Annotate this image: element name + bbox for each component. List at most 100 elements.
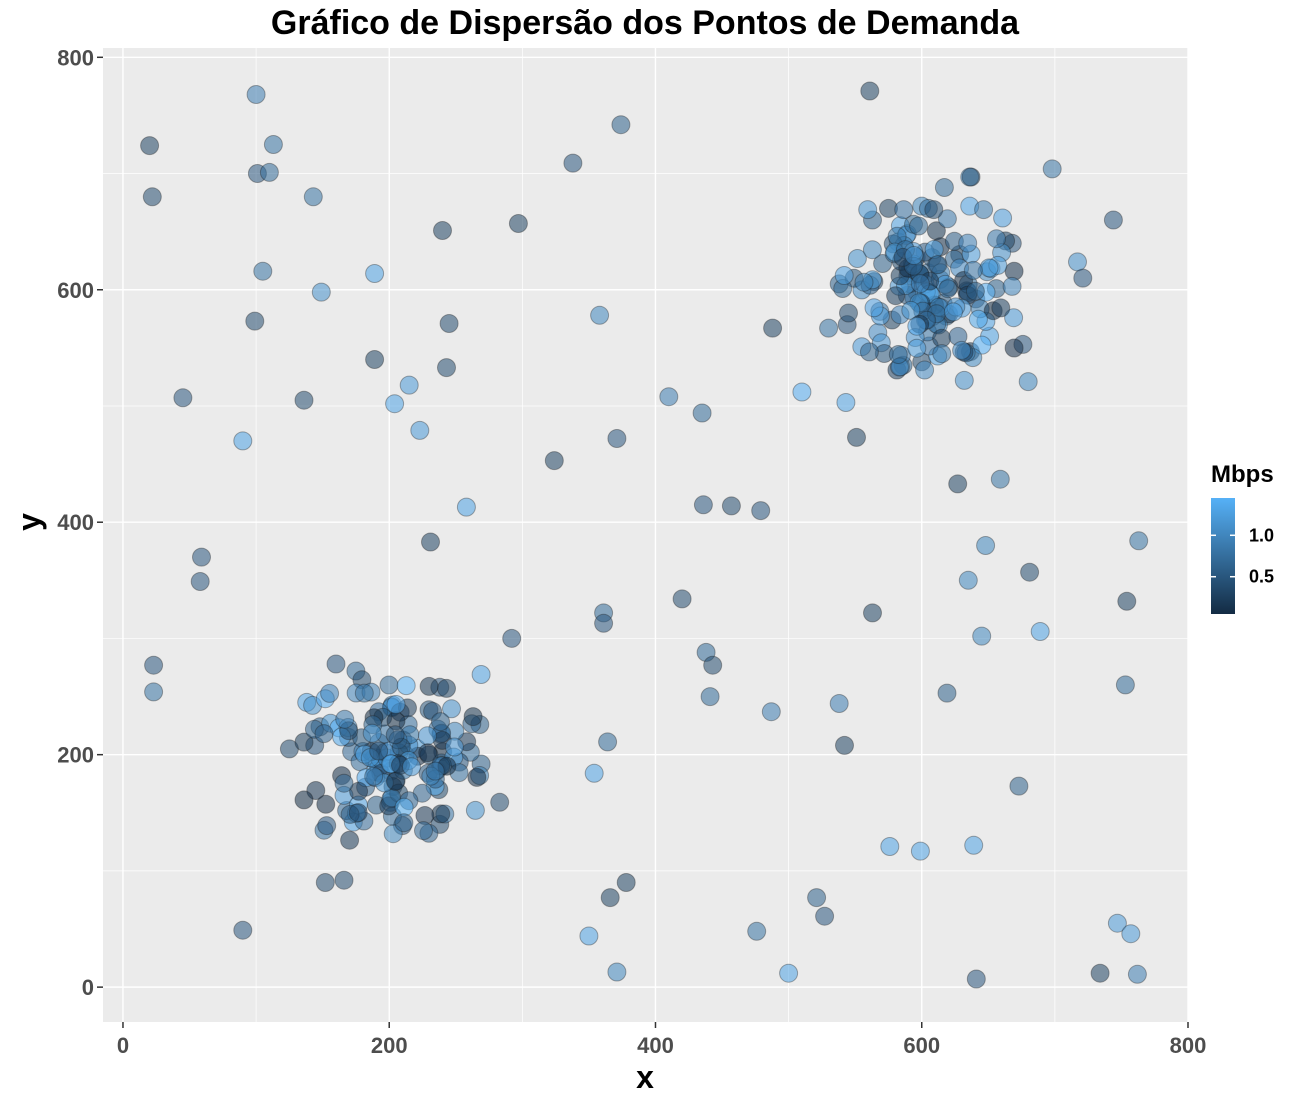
data-point bbox=[579, 926, 599, 946]
data-point bbox=[692, 403, 712, 423]
data-point bbox=[246, 85, 266, 104]
data-point bbox=[961, 167, 981, 187]
data-point bbox=[958, 570, 978, 590]
data-point bbox=[294, 732, 314, 752]
data-point bbox=[563, 153, 583, 173]
data-point bbox=[173, 388, 193, 408]
y-tick-label: 200 bbox=[57, 743, 94, 768]
data-point bbox=[993, 208, 1013, 228]
data-point bbox=[834, 266, 854, 285]
data-point bbox=[972, 626, 992, 646]
data-point bbox=[934, 178, 954, 197]
data-point bbox=[700, 687, 720, 707]
data-point bbox=[1117, 591, 1137, 611]
data-point bbox=[414, 821, 433, 841]
data-point bbox=[544, 451, 564, 471]
data-point bbox=[987, 229, 1006, 249]
data-point bbox=[1129, 531, 1149, 551]
data-point bbox=[259, 162, 279, 182]
data-point bbox=[1004, 338, 1024, 358]
data-point bbox=[410, 420, 430, 440]
data-point bbox=[1121, 924, 1141, 944]
y-tick-label: 400 bbox=[57, 510, 94, 535]
colorbar-breaks: 0.5 1.0 bbox=[1211, 525, 1274, 587]
data-points bbox=[140, 81, 1149, 989]
data-point bbox=[928, 255, 948, 275]
data-point bbox=[335, 709, 355, 729]
data-point bbox=[854, 272, 874, 292]
data-point bbox=[976, 536, 996, 555]
data-point bbox=[1042, 159, 1062, 179]
data-point bbox=[943, 302, 963, 322]
data-point bbox=[437, 358, 456, 378]
data-point bbox=[963, 260, 983, 280]
data-point bbox=[815, 906, 835, 926]
data-point bbox=[1009, 776, 1029, 796]
data-point bbox=[386, 695, 406, 714]
data-point bbox=[316, 794, 336, 814]
data-point bbox=[425, 761, 445, 781]
data-point bbox=[607, 962, 627, 982]
data-point bbox=[362, 723, 382, 743]
data-point bbox=[1004, 308, 1024, 328]
data-point bbox=[907, 338, 927, 358]
data-point bbox=[399, 375, 419, 395]
data-point bbox=[431, 712, 450, 732]
y-tick-label: 600 bbox=[57, 278, 94, 303]
data-point bbox=[1002, 276, 1022, 296]
data-point bbox=[937, 209, 957, 229]
data-point bbox=[761, 702, 781, 722]
data-point bbox=[386, 771, 405, 791]
data-point bbox=[703, 655, 723, 675]
x-axis-title: x bbox=[636, 1059, 654, 1095]
data-point bbox=[607, 429, 627, 448]
data-point bbox=[880, 837, 900, 856]
data-point bbox=[379, 675, 399, 695]
data-point bbox=[937, 683, 957, 703]
data-point bbox=[693, 495, 713, 515]
data-point bbox=[611, 115, 631, 135]
legend-title: Mbps bbox=[1211, 461, 1274, 488]
axis-ticks: 0 200 400 600 800 0 200 400 600 800 bbox=[57, 45, 1206, 1058]
data-point bbox=[858, 200, 878, 220]
data-point bbox=[829, 694, 849, 713]
data-point bbox=[192, 547, 211, 567]
data-point bbox=[1068, 252, 1087, 272]
data-point bbox=[968, 309, 988, 329]
data-point bbox=[334, 773, 354, 793]
plot-panel bbox=[103, 48, 1188, 1022]
data-point bbox=[233, 920, 253, 940]
data-point bbox=[1073, 268, 1093, 288]
data-point bbox=[444, 737, 464, 757]
data-point bbox=[1127, 964, 1147, 984]
data-point bbox=[1030, 622, 1050, 641]
data-point bbox=[417, 726, 437, 746]
data-point bbox=[354, 683, 374, 703]
data-point bbox=[958, 233, 978, 253]
data-point bbox=[915, 360, 935, 380]
data-point bbox=[385, 725, 405, 745]
data-point bbox=[616, 873, 636, 892]
colorbar-label: 1.0 bbox=[1249, 525, 1274, 545]
data-point bbox=[317, 816, 337, 836]
data-point bbox=[294, 390, 314, 410]
data-point bbox=[807, 888, 827, 908]
chart-title: Gráfico de Dispersão dos Pontos de Deman… bbox=[271, 4, 1020, 42]
data-point bbox=[864, 298, 884, 318]
data-point bbox=[819, 318, 839, 338]
x-tick-label: 0 bbox=[117, 1033, 129, 1058]
y-tick-label: 800 bbox=[57, 45, 94, 70]
data-point bbox=[402, 757, 421, 777]
data-point bbox=[439, 314, 459, 333]
data-point bbox=[421, 532, 440, 552]
data-point bbox=[303, 187, 323, 207]
data-point bbox=[315, 873, 335, 892]
data-point bbox=[334, 870, 354, 890]
data-point bbox=[792, 382, 812, 402]
data-point bbox=[140, 136, 160, 156]
data-point bbox=[437, 678, 456, 698]
data-point bbox=[979, 258, 999, 278]
data-point bbox=[1020, 562, 1040, 582]
data-point bbox=[954, 370, 974, 390]
